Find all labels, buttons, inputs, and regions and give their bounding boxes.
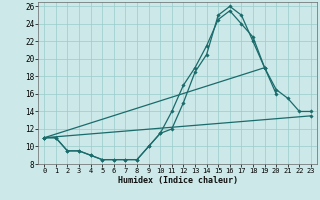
X-axis label: Humidex (Indice chaleur): Humidex (Indice chaleur) <box>118 176 238 185</box>
